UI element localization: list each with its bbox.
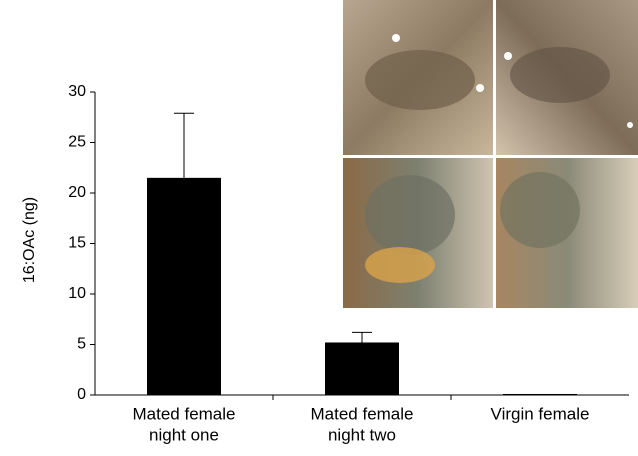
bar bbox=[147, 178, 221, 395]
chart: 16:OAc (ng) 0 5 10 15 20 25 30 Mated female nigh… bbox=[0, 0, 638, 456]
x-tick-label: night one bbox=[149, 425, 219, 444]
y-tick-label: 20 bbox=[68, 184, 86, 201]
y-tick-label: 25 bbox=[68, 134, 86, 151]
y-tick-label: 5 bbox=[77, 336, 86, 353]
y-tick-label: 30 bbox=[68, 83, 86, 100]
y-tick-label: 0 bbox=[77, 386, 86, 403]
error-bar bbox=[352, 332, 372, 342]
y-tick-label: 10 bbox=[68, 285, 86, 302]
photo-inset bbox=[343, 0, 638, 308]
x-tick-label: Mated female bbox=[311, 404, 414, 423]
x-tick-label: night two bbox=[328, 425, 396, 444]
x-tick-label: Virgin female bbox=[491, 404, 590, 423]
bar bbox=[325, 342, 399, 395]
y-tick-label: 15 bbox=[68, 235, 86, 252]
error-bar bbox=[174, 113, 194, 178]
bar bbox=[503, 394, 577, 395]
x-tick-label: Mated female bbox=[133, 404, 236, 423]
y-axis-label: 16:OAc (ng) bbox=[21, 197, 38, 283]
